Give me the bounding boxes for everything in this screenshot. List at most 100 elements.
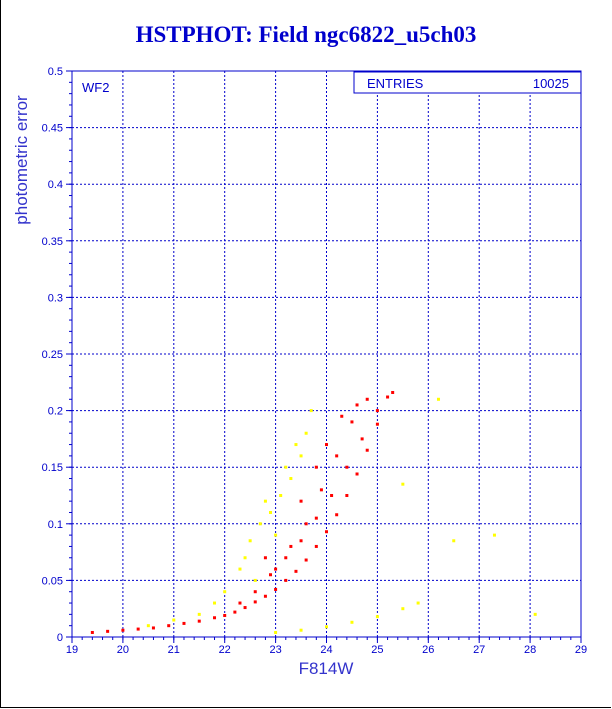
data-point [182, 621, 186, 625]
chart-title: HSTPHOT: Field ngc6822_u5ch03 [135, 22, 477, 47]
data-point [299, 499, 303, 503]
data-point [401, 482, 405, 486]
stats-entries-label: ENTRIES [367, 76, 424, 91]
data-point [197, 612, 201, 616]
y-tick-label: 0.05 [42, 575, 63, 587]
data-point [284, 465, 288, 469]
data-point [360, 437, 364, 441]
data-point [263, 556, 267, 560]
stats-box-frame [353, 71, 582, 94]
data-point [294, 569, 298, 573]
data-point [289, 544, 293, 548]
data-point [401, 607, 405, 611]
data-point [151, 626, 155, 630]
panel-label: WF2 [82, 80, 109, 95]
y-tick-label: 0.15 [42, 462, 63, 474]
stats-box: ENTRIES 10025 [353, 71, 582, 94]
data-point [243, 606, 247, 610]
x-tick-label: 21 [168, 644, 180, 656]
data-point [274, 567, 278, 571]
data-point [253, 590, 257, 594]
data-point [365, 397, 369, 401]
data-point [243, 556, 247, 560]
y-tick-label: 0.2 [48, 406, 63, 418]
x-tick-label: 25 [371, 644, 383, 656]
x-tick-label: 27 [473, 644, 485, 656]
x-tick-label: 20 [117, 644, 129, 656]
y-tick-label: 0.1 [48, 519, 63, 531]
data-point [263, 499, 267, 503]
x-tick-label: 22 [219, 644, 231, 656]
data-point [314, 544, 318, 548]
axis-ticks: 19 20 21 22 23 24 25 26 27 28 29 0 0.05 0.1 0.15 0.2 0.2… [42, 66, 588, 656]
x-tick-label: 24 [320, 644, 332, 656]
data-point [197, 619, 201, 623]
x-tick-label: 28 [524, 644, 536, 656]
data-point [355, 403, 359, 407]
data-point [340, 414, 344, 418]
data-point [345, 494, 349, 497]
data-point [452, 539, 456, 543]
x-tick-label: 19 [66, 644, 78, 656]
data-point [309, 409, 313, 413]
data-point [416, 601, 420, 605]
data-point [375, 422, 379, 426]
data-point [330, 494, 334, 497]
data-point [269, 573, 273, 577]
data-point [304, 522, 308, 526]
y-axis-title: photometric error [12, 95, 31, 225]
y-tick-label: 0.35 [42, 236, 63, 248]
data-point [248, 539, 252, 543]
data-point [375, 409, 379, 413]
data-point [136, 627, 140, 631]
data-point [213, 601, 217, 605]
data-point [121, 628, 125, 632]
data-point [263, 594, 267, 598]
data-point [304, 558, 308, 562]
data-point [90, 630, 94, 634]
y-tick-label: 0.25 [42, 349, 63, 361]
data-point [274, 630, 278, 634]
data-point [253, 600, 257, 604]
data-point [284, 578, 288, 582]
data-point [294, 443, 298, 447]
data-point [289, 477, 293, 481]
data-point [253, 578, 257, 582]
data-point [274, 533, 278, 537]
data-point [299, 539, 303, 543]
data-point [314, 465, 318, 469]
data-point [350, 620, 354, 624]
data-point [365, 448, 369, 452]
y-tick-label: 0.4 [48, 179, 63, 191]
data-point [304, 431, 308, 435]
data-point [299, 454, 303, 458]
y-tick-label: 0 [57, 632, 63, 644]
stats-entries-value: 10025 [533, 76, 569, 91]
data-point [492, 533, 496, 537]
x-tick-label: 26 [422, 644, 434, 656]
data-point [350, 420, 354, 424]
data-point [167, 624, 171, 628]
data-point [391, 390, 395, 394]
x-tick-label: 29 [575, 644, 587, 656]
data-point [172, 618, 176, 622]
data-point [223, 613, 227, 617]
data-point [279, 494, 283, 497]
data-points [90, 390, 537, 634]
x-tick-label: 23 [269, 644, 281, 656]
grid [72, 71, 581, 637]
data-point [284, 556, 288, 560]
data-point [436, 397, 440, 401]
data-point [106, 629, 110, 633]
data-point [335, 513, 339, 517]
data-point [258, 522, 262, 526]
data-point [375, 615, 379, 619]
data-point [299, 628, 303, 632]
data-point [238, 567, 242, 571]
data-point [345, 465, 349, 469]
data-point [325, 443, 328, 447]
data-point [233, 610, 237, 614]
x-axis-title: F814W [299, 659, 354, 678]
